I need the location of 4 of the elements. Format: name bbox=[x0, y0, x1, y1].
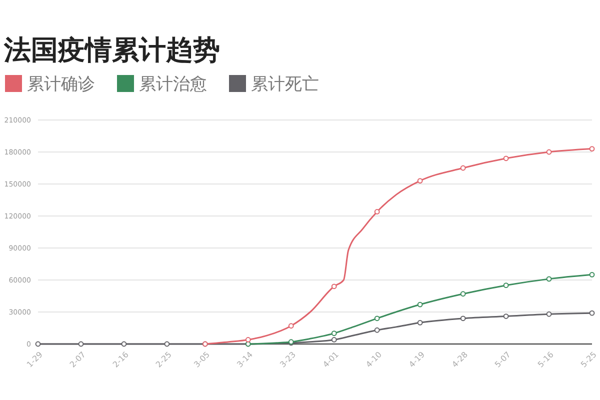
legend-label: 累计死亡 bbox=[251, 74, 319, 94]
legend-label: 累计治愈 bbox=[139, 74, 207, 94]
chart-title: 法国疫情累计趋势 bbox=[3, 35, 220, 66]
legend-label: 累计确诊 bbox=[27, 74, 95, 94]
